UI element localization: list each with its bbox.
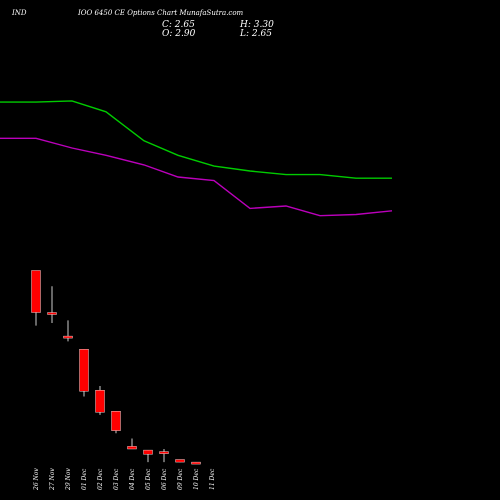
x-tick-label: 26 Nov [33,468,40,491]
x-tick-label: 06 Dec [161,468,168,490]
x-axis-labels: 26 Nov 27 Nov 29 Nov 01 Dec 02 Dec 03 Dec 04 D… [33,468,216,491]
symbol-label: IND [12,9,27,17]
candle-body [31,270,41,313]
moving-average-lines [0,100,393,217]
x-tick-label: 11 Dec [209,468,216,490]
candle [143,449,153,463]
candle [47,286,57,323]
series-line-2 [0,137,393,217]
candle-body [143,449,153,455]
x-tick-label: 09 Dec [177,468,184,490]
candle [111,411,121,434]
x-tick-label: 27 Nov [49,468,56,491]
candles [31,270,201,465]
candle-body [63,335,73,339]
candle-body [191,461,201,465]
x-tick-label: 03 Dec [113,468,120,490]
x-tick-label: 01 Dec [81,468,88,490]
candle [79,349,89,397]
candle-body [159,451,169,454]
candle-body [127,446,137,450]
close-value: C: 2.65 [162,20,195,30]
candle [191,461,201,465]
candle [63,320,73,342]
low-value: L: 2.65 [240,29,272,39]
high-value: H: 3.30 [240,20,274,30]
candle-body [47,312,57,315]
candle [159,449,169,463]
x-tick-label: 04 Dec [129,468,136,490]
candle [31,270,41,326]
candle [95,386,105,415]
x-tick-label: 05 Dec [145,468,152,490]
candle [175,459,185,463]
candle-body [79,349,89,392]
candle-body [175,459,185,463]
x-tick-label: 10 Dec [193,468,200,490]
x-tick-label: 02 Dec [97,468,104,490]
candle-body [95,390,105,413]
candle-body [111,411,121,431]
chart-title: IOO 6450 CE Options Chart MunafaSutra.co… [78,9,244,17]
open-value: O: 2.90 [162,29,196,39]
series-line-1 [0,100,392,179]
candle [127,438,137,450]
x-tick-label: 29 Nov [65,468,72,491]
